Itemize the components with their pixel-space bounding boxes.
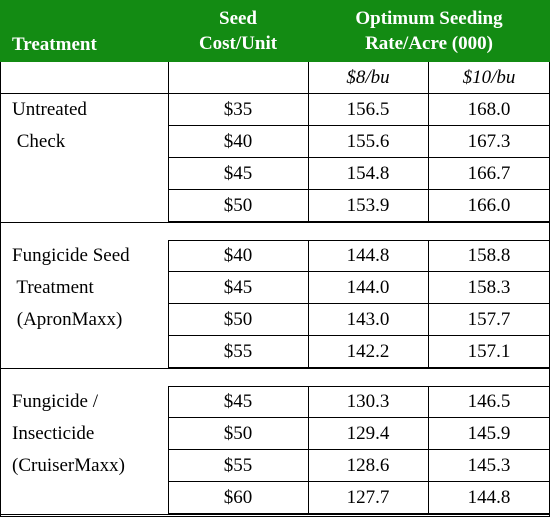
treatment-label-line: Check xyxy=(12,131,66,152)
table-cell-rate10: 166.0 xyxy=(467,195,511,216)
table-cell-rate10: 157.7 xyxy=(467,309,511,330)
grid-row-line xyxy=(168,367,550,368)
grid-row-line xyxy=(168,221,550,222)
grid-row-line xyxy=(168,271,550,272)
table-cell-cost: $50 xyxy=(223,423,253,444)
grid-group-bottom xyxy=(0,514,550,515)
grid-col-divider xyxy=(168,386,169,514)
table-cell-rate10: 158.8 xyxy=(467,245,511,266)
grid-col-divider xyxy=(168,240,169,368)
table-cell-cost: $55 xyxy=(223,455,253,476)
treatment-label-line: Untreated xyxy=(12,99,87,120)
grid-group-top xyxy=(168,386,550,387)
grid-group-top xyxy=(168,240,550,241)
table-cell-rate8: 144.0 xyxy=(346,277,390,298)
table-cell-cost: $50 xyxy=(223,195,253,216)
grid-row-line xyxy=(168,449,550,450)
table-cell-rate8: 153.9 xyxy=(346,195,390,216)
table-cell-rate10: 167.3 xyxy=(467,131,511,152)
grid-row-line xyxy=(168,513,550,514)
table-cell-cost: $60 xyxy=(223,487,253,508)
header-seed-cost-line1: Seed xyxy=(219,8,257,29)
table-cell-cost: $45 xyxy=(223,163,253,184)
table-cell-rate10: 158.3 xyxy=(467,277,511,298)
grid-row-line xyxy=(168,189,550,190)
table-cell-cost: $40 xyxy=(223,245,253,266)
table-cell-cost: $55 xyxy=(223,341,253,362)
table-cell-rate8: 129.4 xyxy=(346,423,390,444)
header-treatment-label: Treatment xyxy=(12,34,97,55)
grid-row-line xyxy=(168,125,550,126)
header-seeding-rate-line1: Optimum Seeding xyxy=(355,8,503,29)
grid-row-line xyxy=(168,417,550,418)
table-cell-rate8: 155.6 xyxy=(346,131,390,152)
header-treatment: Treatment xyxy=(0,0,168,62)
treatment-label-line: Insecticide xyxy=(12,423,95,444)
table-cell-cost: $50 xyxy=(223,309,253,330)
table-cell-cost: $40 xyxy=(223,131,253,152)
grid-row-line xyxy=(168,157,550,158)
grid-col-divider xyxy=(428,240,429,368)
table-cell-rate10: 145.9 xyxy=(467,423,511,444)
header-seed-cost: Seed Cost/Unit xyxy=(168,0,308,62)
table-cell-cost: $45 xyxy=(223,277,253,298)
grid-group-bottom xyxy=(0,368,550,369)
treatment-label-line: (ApronMaxx) xyxy=(12,309,123,330)
table-cell-rate8: 143.0 xyxy=(346,309,390,330)
table-cell-rate10: 145.3 xyxy=(467,455,511,476)
subheader-10-per-bu: $10/bu xyxy=(462,67,516,88)
table-cell-rate10: 168.0 xyxy=(467,99,511,120)
table-cell-rate10: 144.8 xyxy=(467,487,511,508)
table-cell-rate8: 156.5 xyxy=(346,99,390,120)
grid-sub-divider xyxy=(308,62,309,94)
table-cell-rate8: 130.3 xyxy=(346,391,390,412)
table-cell-rate10: 146.5 xyxy=(467,391,511,412)
table-cell-rate10: 166.7 xyxy=(467,163,511,184)
table-cell-cost: $35 xyxy=(223,99,253,120)
grid-group-bottom xyxy=(0,222,550,223)
grid-sub-divider xyxy=(168,62,169,94)
grid-left-border xyxy=(0,62,1,517)
grid-row-line xyxy=(168,481,550,482)
table-cell-rate8: 144.8 xyxy=(346,245,390,266)
grid-col-divider xyxy=(308,240,309,368)
grid-col-divider xyxy=(308,386,309,514)
grid-col-divider xyxy=(428,386,429,514)
treatment-label-line: (CruiserMaxx) xyxy=(12,455,125,476)
table-cell-rate8: 127.7 xyxy=(346,487,390,508)
treatment-label-line: Fungicide / xyxy=(12,391,99,412)
table-cell-rate8: 154.8 xyxy=(346,163,390,184)
table-cell-cost: $45 xyxy=(223,391,253,412)
header-seeding-rate: Optimum Seeding Rate/Acre (000) xyxy=(308,0,550,62)
grid-col-divider xyxy=(168,94,169,222)
subheader-8-per-bu: $8/bu xyxy=(346,67,390,88)
grid-col-divider xyxy=(428,94,429,222)
grid-sub-divider xyxy=(428,62,429,94)
table-cell-rate8: 142.2 xyxy=(346,341,390,362)
table-cell-rate8: 128.6 xyxy=(346,455,390,476)
table-cell-rate10: 157.1 xyxy=(467,341,511,362)
grid-row-line xyxy=(168,303,550,304)
treatment-label-line: Treatment xyxy=(12,277,94,298)
grid-col-divider xyxy=(308,94,309,222)
grid-subheader-bottom xyxy=(0,93,550,94)
header-seeding-rate-line2: Rate/Acre (000) xyxy=(365,33,493,54)
header-seed-cost-line2: Cost/Unit xyxy=(198,33,278,54)
grid-row-line xyxy=(168,335,550,336)
treatment-label-line: Fungicide Seed xyxy=(12,245,130,266)
